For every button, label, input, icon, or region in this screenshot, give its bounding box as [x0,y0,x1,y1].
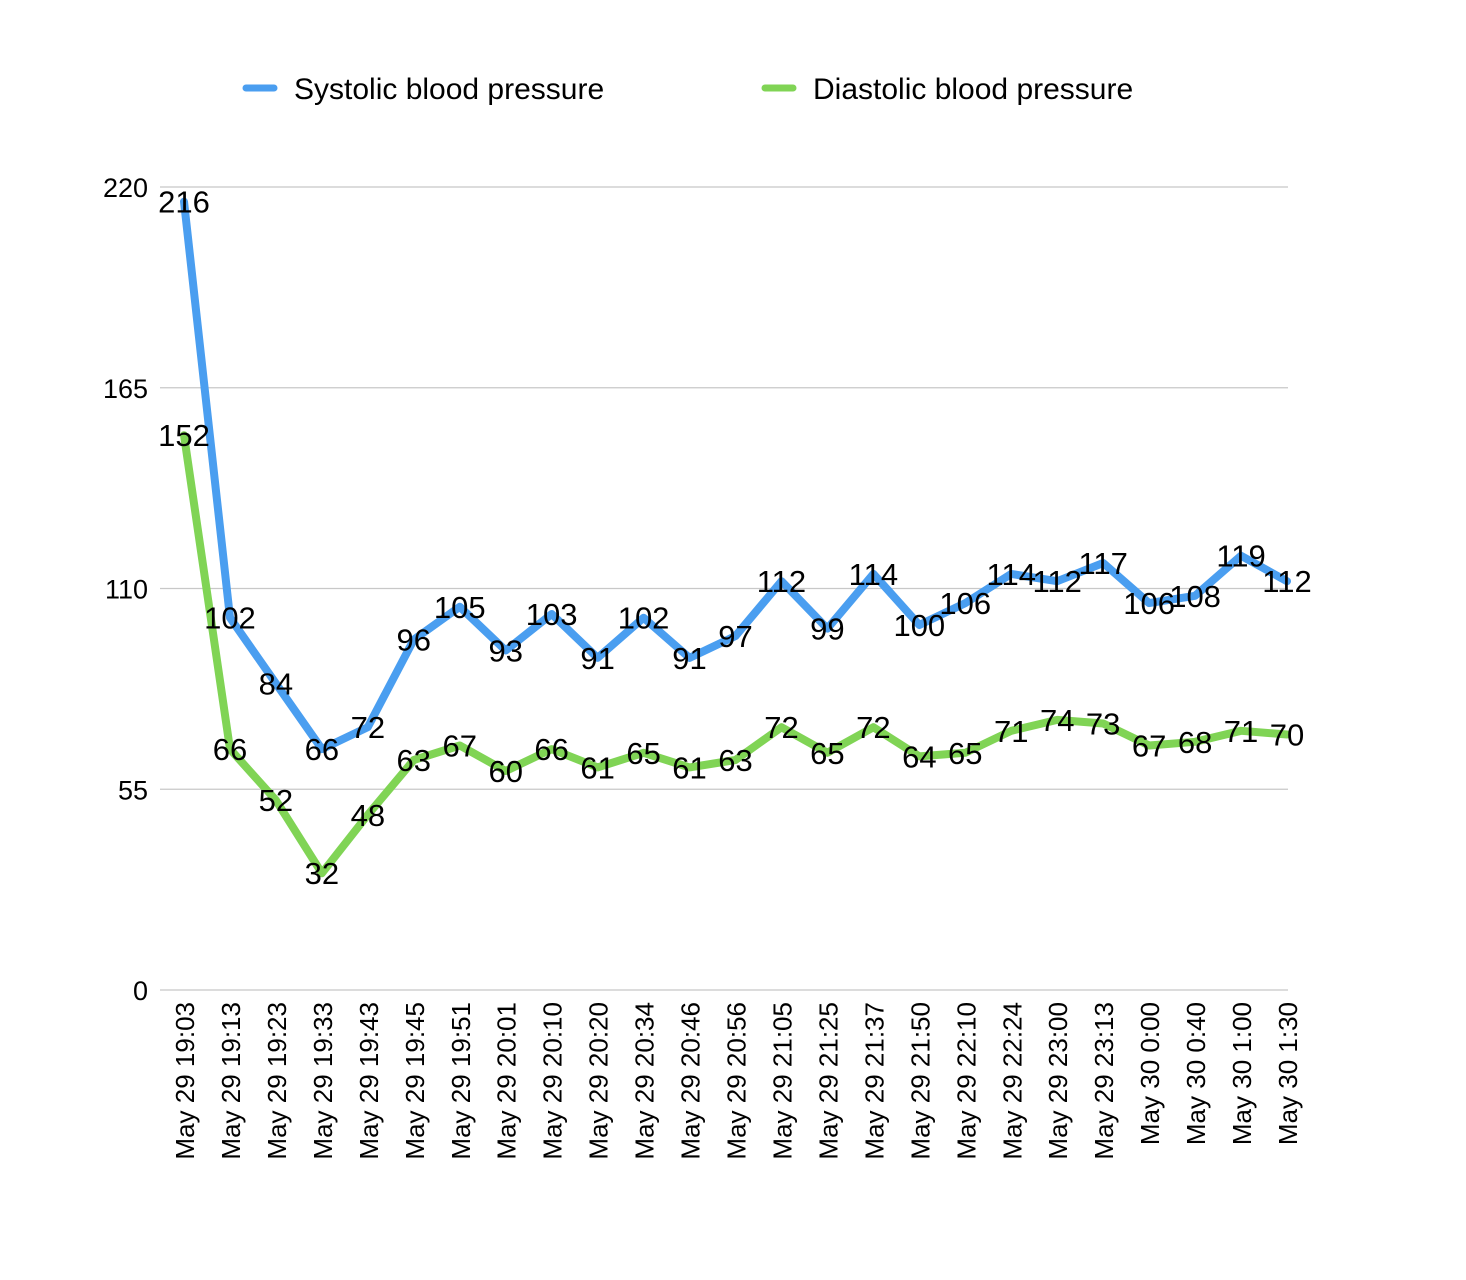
y-tick-label: 165 [103,374,148,404]
diastolic-data-label: 65 [810,736,844,771]
diastolic-data-label: 63 [397,743,431,778]
diastolic-series-line [180,431,1291,878]
systolic-data-label: 216 [158,185,210,220]
diastolic-data-label: 72 [856,710,890,745]
x-tick-label: May 29 20:20 [584,1002,614,1160]
diastolic-data-label: 71 [1224,714,1258,749]
systolic-data-label: 117 [1078,546,1127,581]
x-tick-label: May 29 19:03 [170,1002,200,1160]
systolic-data-label: 112 [757,564,806,599]
systolic-series-line [180,197,1291,754]
systolic-data-label: 100 [893,608,945,643]
diastolic-data-label: 74 [1040,703,1074,738]
x-tick-label: May 29 20:56 [722,1002,752,1160]
diastolic-data-label: 65 [948,736,982,771]
systolic-data-label: 112 [1262,564,1311,599]
legend: Systolic blood pressure Diastolic blood p… [242,73,1133,106]
systolic-data-label: 105 [434,590,486,625]
diastolic-data-label: 71 [994,714,1028,749]
x-tick-label: May 30 0:40 [1181,1002,1211,1145]
x-tick-label: May 29 23:00 [1043,1002,1073,1160]
data-labels: 2161028466729610593103911029197112991141… [158,185,1312,892]
x-tick-label: May 29 22:10 [951,1002,981,1160]
diastolic-data-label: 32 [305,856,339,891]
systolic-data-label: 93 [488,634,522,669]
x-tick-label: May 29 19:33 [308,1002,338,1160]
systolic-data-label: 102 [204,601,256,636]
systolic-data-label: 91 [672,641,706,676]
diastolic-data-label: 63 [718,743,752,778]
x-tick-label: May 30 1:00 [1227,1002,1257,1145]
x-tick-label: May 29 19:51 [446,1002,476,1160]
systolic-data-label: 112 [1032,564,1081,599]
x-axis-ticks: May 29 19:03 May 29 19:13 May 29 19:23 May … [170,1002,1303,1160]
x-tick-label: May 29 21:37 [859,1002,889,1160]
x-tick-label: May 29 23:13 [1089,1002,1119,1160]
x-tick-label: May 29 22:24 [997,1002,1027,1160]
y-tick-label: 220 [103,173,148,203]
diastolic-data-label: 67 [443,728,477,763]
systolic-data-label: 66 [305,732,339,767]
systolic-data-label: 114 [987,557,1036,592]
diastolic-data-label: 60 [488,754,522,789]
diastolic-data-label: 72 [764,710,798,745]
diastolic-data-label: 61 [672,750,706,785]
systolic-data-label: 96 [397,623,431,658]
gridlines [160,186,1288,991]
y-tick-label: 0 [133,976,148,1006]
x-tick-label: May 29 20:10 [538,1002,568,1160]
x-tick-label: May 29 21:05 [767,1002,797,1160]
x-tick-label: May 29 19:43 [354,1002,384,1160]
systolic-data-label: 103 [526,597,578,632]
diastolic-data-label: 64 [902,739,936,774]
diastolic-data-label: 73 [1086,707,1120,742]
systolic-data-label: 97 [718,619,752,654]
y-axis-ticks: 0 55 110 165 220 [103,173,148,1006]
x-tick-label: May 29 21:25 [813,1002,843,1160]
systolic-data-label: 114 [849,557,898,592]
legend-systolic-label: Systolic blood pressure [294,73,604,106]
series-lines [180,197,1291,878]
diastolic-data-label: 152 [158,418,210,453]
x-tick-label: May 29 20:34 [630,1002,660,1160]
diastolic-data-label: 66 [534,732,568,767]
systolic-data-label: 102 [618,601,670,636]
diastolic-data-label: 66 [213,732,247,767]
systolic-data-label: 119 [1216,539,1265,574]
diastolic-data-label: 70 [1270,718,1304,753]
x-tick-label: May 30 1:30 [1273,1002,1303,1145]
x-tick-label: May 29 19:23 [262,1002,292,1160]
systolic-data-label: 91 [580,641,614,676]
diastolic-data-label: 67 [1132,728,1166,763]
diastolic-data-label: 48 [351,798,385,833]
x-tick-label: May 29 19:13 [216,1002,246,1160]
systolic-data-label: 99 [810,612,844,647]
diastolic-data-label: 68 [1178,725,1212,760]
x-tick-label: May 29 20:46 [676,1002,706,1160]
x-tick-label: May 29 21:50 [905,1002,935,1160]
systolic-data-label: 108 [1169,579,1221,614]
diastolic-data-label: 52 [259,783,293,818]
y-tick-label: 55 [118,775,148,805]
systolic-data-label: 84 [259,666,293,701]
y-tick-label: 110 [105,575,148,605]
x-tick-label: May 29 20:01 [492,1002,522,1160]
systolic-data-label: 72 [351,710,385,745]
x-tick-label: May 30 0:00 [1135,1002,1165,1145]
systolic-data-label: 106 [1123,586,1175,621]
legend-diastolic-label: Diastolic blood pressure [813,73,1133,106]
systolic-data-label: 106 [939,586,991,621]
x-tick-label: May 29 19:45 [400,1002,430,1160]
diastolic-data-label: 65 [626,736,660,771]
diastolic-data-label: 61 [580,750,614,785]
